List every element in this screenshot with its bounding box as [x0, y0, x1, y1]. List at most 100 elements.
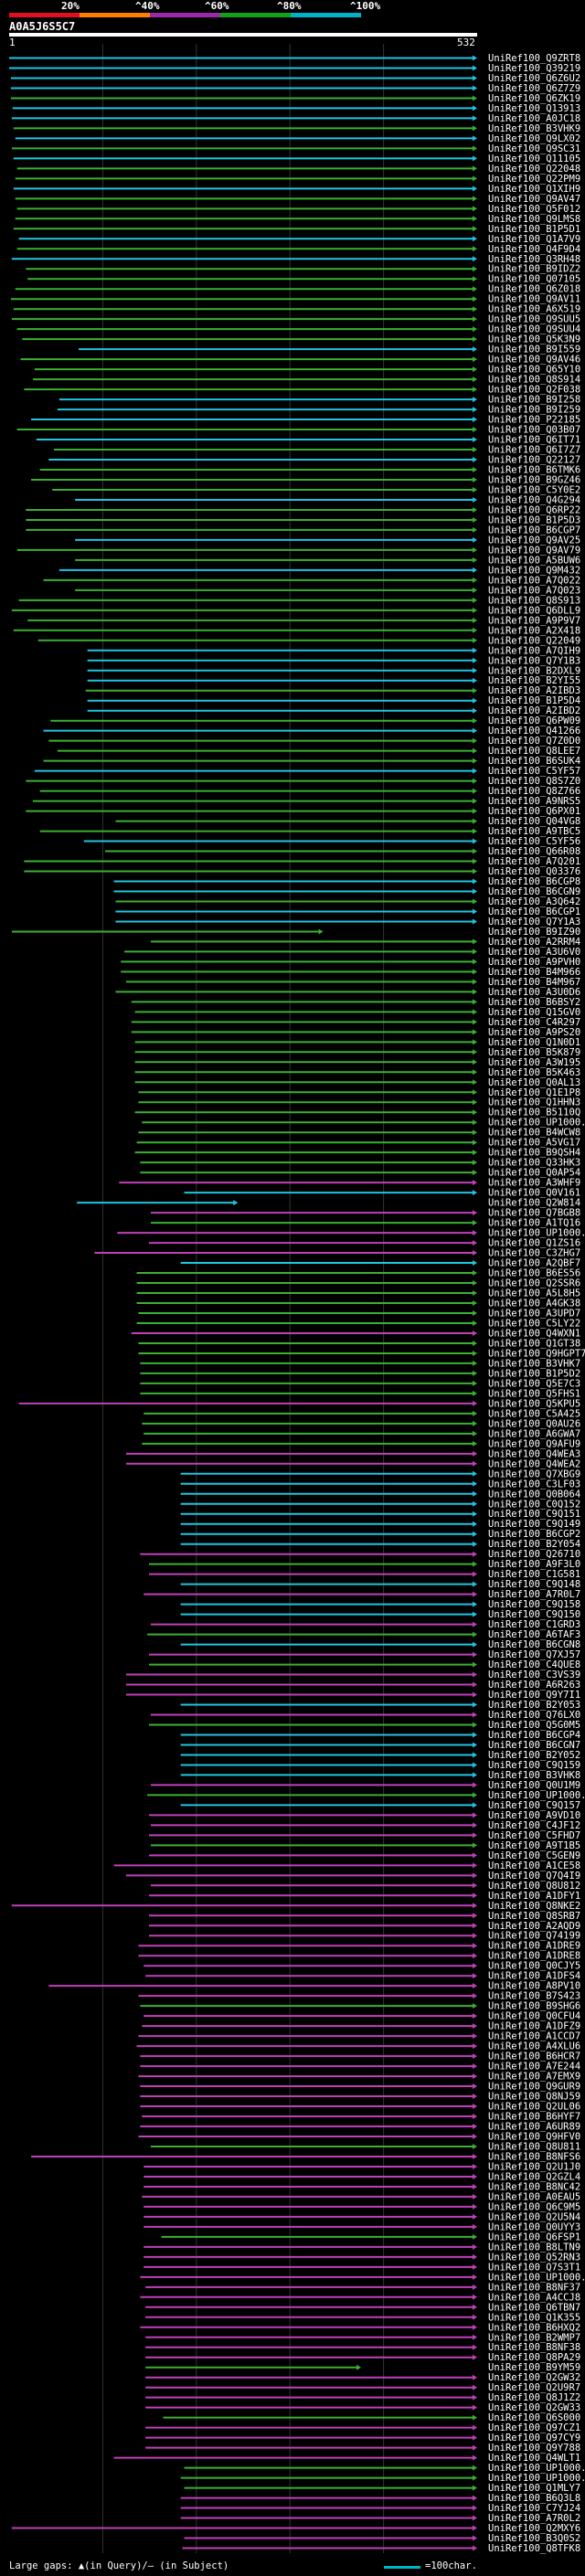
hit-label[interactable]: UniRef100_Q8Z766	[488, 786, 580, 797]
hit-label[interactable]: UniRef100_B6Q3L8	[488, 2493, 580, 2504]
hit-label[interactable]: UniRef100_Q1K355	[488, 2312, 580, 2323]
hit-label[interactable]: UniRef100_P22185	[488, 415, 580, 426]
hit-row[interactable]: UniRef100_Q97CZ1	[145, 2422, 580, 2433]
hit-label[interactable]: UniRef100_A5L8H5	[488, 1288, 580, 1299]
hit-label[interactable]: UniRef100_Q9HFV0	[488, 2132, 580, 2143]
hit-row[interactable]: UniRef100_B6ES56	[136, 1268, 581, 1279]
hit-label[interactable]: UniRef100_B9I559	[488, 345, 580, 355]
hit-row[interactable]: UniRef100_B6HYF7	[142, 2112, 580, 2123]
hit-row[interactable]: UniRef100_A2X418	[13, 625, 580, 636]
hit-label[interactable]: UniRef100_Q2W814	[488, 1198, 580, 1209]
hit-label[interactable]: UniRef100_B2WMP7	[488, 2332, 580, 2343]
hit-label[interactable]: UniRef100_Q9AV47	[488, 194, 580, 205]
hit-label[interactable]: UniRef100_Q5F012	[488, 204, 580, 215]
hit-label[interactable]: UniRef100_Q9GUR9	[488, 2082, 580, 2093]
hit-row[interactable]: UniRef100_Q7Y1B3	[87, 655, 581, 666]
hit-row[interactable]: UniRef100_A5BUW6	[75, 555, 580, 566]
hit-label[interactable]: UniRef100_Q22127	[488, 455, 580, 466]
hit-row[interactable]: UniRef100_A1DFY1	[149, 1891, 580, 1902]
hit-label[interactable]: UniRef100_Q0CFU4	[488, 2011, 580, 2022]
hit-label[interactable]: UniRef100_A0JC18	[488, 113, 580, 124]
hit-row[interactable]: UniRef100_C5FHD7	[149, 1830, 580, 1841]
hit-label[interactable]: UniRef100_Q2MXY6	[488, 2523, 580, 2534]
hit-row[interactable]: UniRef100_Q8J1Z2	[145, 2392, 580, 2403]
hit-row[interactable]: UniRef100_A4CCJ8	[140, 2292, 580, 2303]
hit-label[interactable]: UniRef100_A9NRS5	[488, 796, 580, 807]
hit-row[interactable]: UniRef100_Q5KPU5	[18, 1398, 581, 1409]
hit-row[interactable]: UniRef100_Q9Y7I1	[126, 1690, 580, 1701]
hit-label[interactable]: UniRef100_A7Q023	[488, 585, 580, 596]
hit-label[interactable]: UniRef100_Q5G0M5	[488, 1720, 580, 1731]
hit-row[interactable]: UniRef100_B3VHK7	[140, 1358, 580, 1369]
hit-row[interactable]: UniRef100_A9TBC5	[39, 826, 580, 837]
hit-row[interactable]: UniRef100_Q7Q4I9	[126, 1871, 580, 1882]
hit-row[interactable]: UniRef100_UP1000...	[184, 2463, 585, 2474]
hit-row[interactable]: UniRef100_B5K463	[134, 1067, 581, 1078]
hit-label[interactable]: UniRef100_B9IDZ2	[488, 264, 580, 275]
hit-row[interactable]: UniRef100_C5LY22	[136, 1318, 581, 1329]
hit-label[interactable]: UniRef100_Q5FHS1	[488, 1388, 580, 1399]
hit-label[interactable]: UniRef100_Q8J1Z2	[488, 2392, 580, 2403]
hit-row[interactable]: UniRef100_B3Q0S2	[184, 2533, 581, 2544]
hit-row[interactable]: UniRef100_C0Q152	[180, 1499, 580, 1510]
hit-label[interactable]: UniRef100_Q8TFK8	[488, 2543, 580, 2554]
hit-label[interactable]: UniRef100_Q33HK3	[488, 1158, 580, 1169]
hit-label[interactable]: UniRef100_Q6I7Z7	[488, 445, 580, 456]
hit-row[interactable]: UniRef100_B9YM59	[145, 2362, 580, 2373]
hit-label[interactable]: UniRef100_A0EAU5	[488, 2191, 580, 2202]
hit-row[interactable]: UniRef100_B6CGN7	[180, 1740, 580, 1751]
hit-label[interactable]: UniRef100_C3VS39	[488, 1670, 580, 1680]
hit-row[interactable]: UniRef100_Q74199	[149, 1931, 580, 1942]
hit-row[interactable]: UniRef100_A6R263	[126, 1680, 580, 1691]
hit-row[interactable]: UniRef100_B4M966	[121, 967, 580, 978]
hit-label[interactable]: UniRef100_Q4WLT1	[488, 2453, 580, 2464]
hit-row[interactable]: UniRef100_Q6PX01	[26, 806, 580, 817]
hit-label[interactable]: UniRef100_B6CGP1	[488, 906, 580, 917]
hit-label[interactable]: UniRef100_A4XLU6	[488, 2041, 580, 2052]
hit-row[interactable]: UniRef100_B9GZ46	[31, 474, 580, 485]
hit-row[interactable]: UniRef100_A1DRE9	[138, 1941, 580, 1952]
hit-row[interactable]: UniRef100_A9VD10	[149, 1810, 580, 1821]
hit-row[interactable]: UniRef100_Q2GW33	[145, 2402, 580, 2413]
hit-row[interactable]: UniRef100_Q9AV25	[75, 535, 580, 546]
hit-label[interactable]: UniRef100_C9Q159	[488, 1760, 580, 1771]
hit-row[interactable]: UniRef100_Q8S913	[18, 595, 581, 606]
hit-label[interactable]: UniRef100_UP1000...	[488, 1790, 585, 1801]
hit-row[interactable]: UniRef100_Q22PM9	[15, 174, 580, 185]
hit-label[interactable]: UniRef100_A6X519	[488, 304, 580, 315]
hit-label[interactable]: UniRef100_Q39219	[488, 63, 580, 74]
hit-row[interactable]: UniRef100_Q7BGB8	[150, 1208, 580, 1219]
hit-label[interactable]: UniRef100_B4M967	[488, 977, 580, 988]
hit-row[interactable]: UniRef100_B4M967	[126, 977, 580, 988]
hit-label[interactable]: UniRef100_Q9SC31	[488, 143, 580, 154]
hit-row[interactable]: UniRef100_C5YF57	[34, 766, 580, 777]
hit-label[interactable]: UniRef100_Q13913	[488, 103, 580, 114]
hit-label[interactable]: UniRef100_Q8NKE2	[488, 1901, 580, 1912]
hit-label[interactable]: UniRef100_Q6IT71	[488, 435, 580, 446]
hit-label[interactable]: UniRef100_C1GRD3	[488, 1619, 580, 1630]
hit-row[interactable]: UniRef100_Q9HGPT7	[138, 1348, 585, 1359]
hit-label[interactable]: UniRef100_B6BSY2	[488, 997, 580, 1008]
hit-row[interactable]: UniRef100_C3VS39	[126, 1670, 580, 1680]
hit-row[interactable]: UniRef100_Q76LX0	[150, 1710, 580, 1721]
hit-label[interactable]: UniRef100_Q6S000	[488, 2412, 580, 2423]
hit-row[interactable]: UniRef100_Q2U1J0	[144, 2161, 580, 2172]
hit-row[interactable]: UniRef100_Q2U9R7	[145, 2382, 580, 2393]
hit-label[interactable]: UniRef100_Q0V161	[488, 1188, 580, 1199]
hit-label[interactable]: UniRef100_B1P5D2	[488, 1368, 580, 1379]
hit-row[interactable]: UniRef100_A1CCD7	[138, 2031, 580, 2042]
hit-row[interactable]: UniRef100_Q7XBG9	[180, 1468, 580, 1479]
hit-row[interactable]: UniRef100_Q9SC31	[11, 143, 580, 154]
hit-row[interactable]: UniRef100_Q4WEA2	[126, 1458, 580, 1469]
hit-label[interactable]: UniRef100_C3ZHG7	[488, 1248, 580, 1259]
hit-row[interactable]: UniRef100_Q5K3N9	[22, 334, 580, 345]
hit-row[interactable]: UniRef100_Q22049	[37, 635, 580, 646]
hit-label[interactable]: UniRef100_C9Q148	[488, 1579, 580, 1590]
hit-label[interactable]: UniRef100_Q6RP22	[488, 504, 580, 515]
hit-label[interactable]: UniRef100_C5YF56	[488, 836, 580, 847]
hit-row[interactable]: UniRef100_A6TAF3	[147, 1629, 580, 1640]
hit-label[interactable]: UniRef100_C9Q158	[488, 1599, 580, 1610]
hit-label[interactable]: UniRef100_B9I258	[488, 395, 580, 406]
hit-label[interactable]: UniRef100_Q7S3T1	[488, 2262, 580, 2273]
hit-label[interactable]: UniRef100_A9T1B5	[488, 1840, 580, 1851]
